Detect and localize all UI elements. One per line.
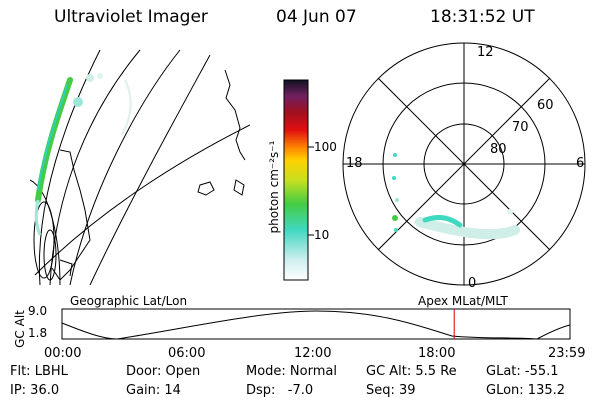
geographic-map [30, 49, 250, 286]
mlat-label-80: 80 [490, 142, 507, 157]
mlt-label-12: 12 [477, 45, 494, 60]
app-title: Ultraviolet Imager [54, 7, 208, 27]
timeline-xtick-1800: 18:00 [418, 346, 456, 361]
timeline-ylabel: GC Alt [13, 310, 27, 348]
info-door: Door: Open [126, 364, 201, 379]
mlat-label-60: 60 [537, 98, 554, 113]
timeline-xtick-2359: 23:59 [548, 346, 586, 361]
info-glon: GLon: 135.2 [486, 383, 566, 398]
aurora-emission-polar [392, 153, 520, 240]
timeline-ytick-bottom: 1.8 [28, 326, 48, 340]
mlt-label-0: 0 [468, 276, 477, 291]
date-label: 04 Jun 07 [276, 7, 357, 27]
colorbar-tick-100: 100 [314, 140, 337, 154]
info-ip: IP: 36.0 [10, 383, 60, 398]
info-gc-alt: GC Alt: 5.5 Re [366, 364, 457, 379]
colorbar-tick-10: 10 [314, 228, 330, 242]
info-mode: Mode: Normal [246, 364, 337, 379]
colorbar-unit-label: photon cm⁻²s⁻¹ [267, 140, 281, 234]
colorbar [283, 79, 314, 281]
aurora-emission-geo [34, 73, 132, 236]
timeline-xtick-0600: 06:00 [168, 346, 206, 361]
info-gain: Gain: 14 [126, 383, 181, 398]
mlat-label-70: 70 [512, 120, 529, 135]
time-label: 18:31:52 UT [430, 7, 535, 27]
timeline-right-caption: Apex MLat/MLT [418, 294, 508, 308]
info-dsp: Dsp: -7.0 [246, 383, 314, 398]
timeline-ytick-top: 9.0 [28, 304, 48, 318]
info-glat: GLat: -55.1 [486, 364, 559, 379]
timeline-left-caption: Geographic Lat/Lon [70, 294, 188, 308]
polar-plot [342, 42, 586, 286]
timeline-xtick-1200: 12:00 [294, 346, 332, 361]
mlt-label-18: 18 [346, 156, 363, 171]
altitude-timeline [61, 308, 571, 340]
mlt-label-6: 6 [576, 156, 585, 171]
timeline-xtick-0000: 00:00 [44, 346, 82, 361]
info-seq: Seq: 39 [366, 383, 416, 398]
info-flt: Flt: LBHL [10, 364, 68, 379]
